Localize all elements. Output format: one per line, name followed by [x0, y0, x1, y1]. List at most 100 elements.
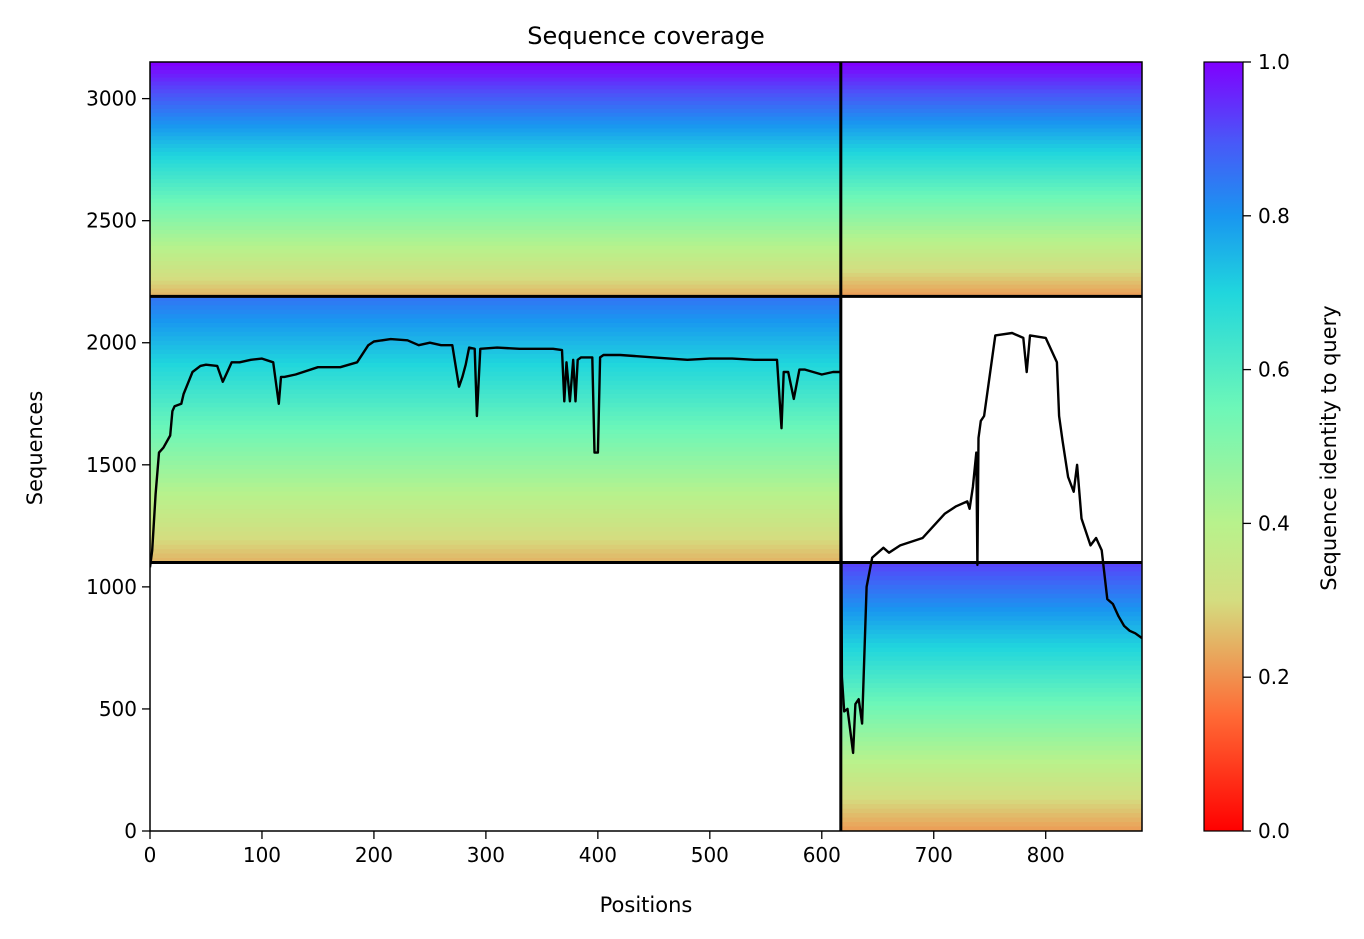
- heatmap-band: [840, 116, 1142, 122]
- x-tick-label: 600: [803, 843, 841, 867]
- heatmap-band: [150, 62, 841, 67]
- heatmap-band: [840, 276, 1142, 282]
- heatmap-band: [840, 745, 1142, 752]
- heatmap-band: [840, 284, 1142, 290]
- heatmap-band: [840, 638, 1142, 644]
- heatmap-band: [840, 620, 1142, 626]
- heatmap-band: [840, 701, 1142, 707]
- heatmap-band: [150, 190, 841, 196]
- heatmap-band: [840, 607, 1142, 613]
- coverage-line-layer: [150, 331, 1142, 755]
- heatmap-band: [840, 768, 1142, 774]
- heatmap-band: [840, 265, 1142, 270]
- heatmap-band: [150, 549, 841, 555]
- heatmap-band: [840, 257, 1142, 262]
- heatmap-band: [840, 790, 1142, 796]
- heatmap-band: [150, 226, 841, 231]
- colorbar-tick-label: 0.6: [1258, 358, 1290, 382]
- heatmap-band: [840, 804, 1142, 810]
- y-tick-label: 0: [124, 819, 137, 843]
- heatmap-band: [150, 380, 841, 386]
- heatmap-band: [840, 669, 1142, 675]
- heatmap-band: [840, 566, 1142, 573]
- heatmap-band: [150, 535, 841, 541]
- colorbar-tick-label: 0.4: [1258, 511, 1290, 535]
- heatmap-band: [840, 128, 1142, 133]
- heatmap-band: [840, 678, 1142, 684]
- heatmap-band: [150, 531, 841, 537]
- heatmap-band: [150, 376, 841, 382]
- heatmap-band: [150, 245, 841, 251]
- heatmap-band: [150, 473, 841, 479]
- heatmap-band: [840, 73, 1142, 79]
- x-tick-label: 700: [915, 843, 953, 867]
- heatmap-band: [840, 186, 1142, 192]
- heatmap-band: [840, 218, 1142, 223]
- heatmap-band: [840, 728, 1142, 734]
- heatmap-band: [840, 737, 1142, 743]
- heatmap-band: [150, 136, 841, 141]
- heatmap-band: [840, 589, 1142, 595]
- heatmap-band: [840, 643, 1142, 649]
- y-tick-label: 1000: [86, 575, 137, 599]
- heatmap-band: [150, 77, 841, 83]
- heatmap-band: [840, 93, 1142, 98]
- heatmap-band: [150, 292, 841, 297]
- heatmap-band: [840, 292, 1142, 297]
- heatmap-band: [840, 202, 1142, 208]
- heatmap-band: [840, 179, 1142, 184]
- heatmap-band: [840, 813, 1142, 819]
- heatmap-band: [150, 447, 841, 453]
- heatmap-band: [840, 222, 1142, 227]
- colorbar-label: Sequence identity to query: [1317, 305, 1341, 590]
- heatmap-band: [150, 257, 841, 262]
- heatmap-band: [840, 171, 1142, 176]
- heatmap-band: [150, 558, 841, 564]
- heatmap-band: [150, 97, 841, 102]
- heatmap-band: [150, 500, 841, 506]
- heatmap-band: [150, 362, 841, 368]
- heatmap-band: [840, 687, 1142, 693]
- heatmap-band: [840, 245, 1142, 251]
- heatmap-band: [840, 89, 1142, 94]
- heatmap-band: [150, 73, 841, 79]
- heatmap-band: [150, 371, 841, 377]
- colorbar-ticks: 0.0 0.2 0.4 0.6 0.8 1.0: [1243, 50, 1290, 843]
- y-axis-ticks: 0 500 1000 1500 2000 2500 3000: [86, 87, 150, 843]
- heatmap-band: [150, 513, 841, 519]
- heatmap-band: [840, 799, 1142, 805]
- heatmap-band: [150, 112, 841, 118]
- heatmap-band: [840, 580, 1142, 586]
- heatmap-band: [840, 754, 1142, 760]
- heatmap-band: [840, 777, 1142, 783]
- heatmap-band: [840, 108, 1142, 114]
- heatmap-band: [150, 389, 841, 395]
- heatmap-band: [840, 674, 1142, 680]
- heatmap-band: [150, 144, 841, 149]
- x-tick-label: 0: [144, 843, 157, 867]
- heatmap-band: [150, 265, 841, 270]
- heatmap-band: [840, 194, 1142, 200]
- heatmap-band: [150, 336, 841, 342]
- heatmap-band: [840, 611, 1142, 617]
- colorbar-tick-label: 1.0: [1258, 50, 1290, 74]
- heatmap-band: [840, 575, 1142, 581]
- heatmap-band: [840, 226, 1142, 231]
- heatmap-band: [150, 280, 841, 286]
- heatmap-band: [840, 269, 1142, 274]
- heatmap-band: [150, 416, 841, 422]
- y-tick-label: 1500: [86, 453, 137, 477]
- heatmap-band: [840, 732, 1142, 738]
- heatmap-band: [150, 159, 841, 165]
- heatmap-band: [150, 504, 841, 510]
- heatmap-band: [150, 553, 841, 559]
- heatmap-band: [840, 714, 1142, 720]
- heatmap-band: [840, 696, 1142, 702]
- heatmap-band: [150, 214, 841, 219]
- heatmap-band: [150, 393, 841, 399]
- colorbar: [1203, 61, 1244, 832]
- coverage-line: [150, 331, 1142, 755]
- heatmap-band: [840, 253, 1142, 258]
- heatmap-band: [840, 625, 1142, 631]
- heatmap-band: [150, 305, 841, 311]
